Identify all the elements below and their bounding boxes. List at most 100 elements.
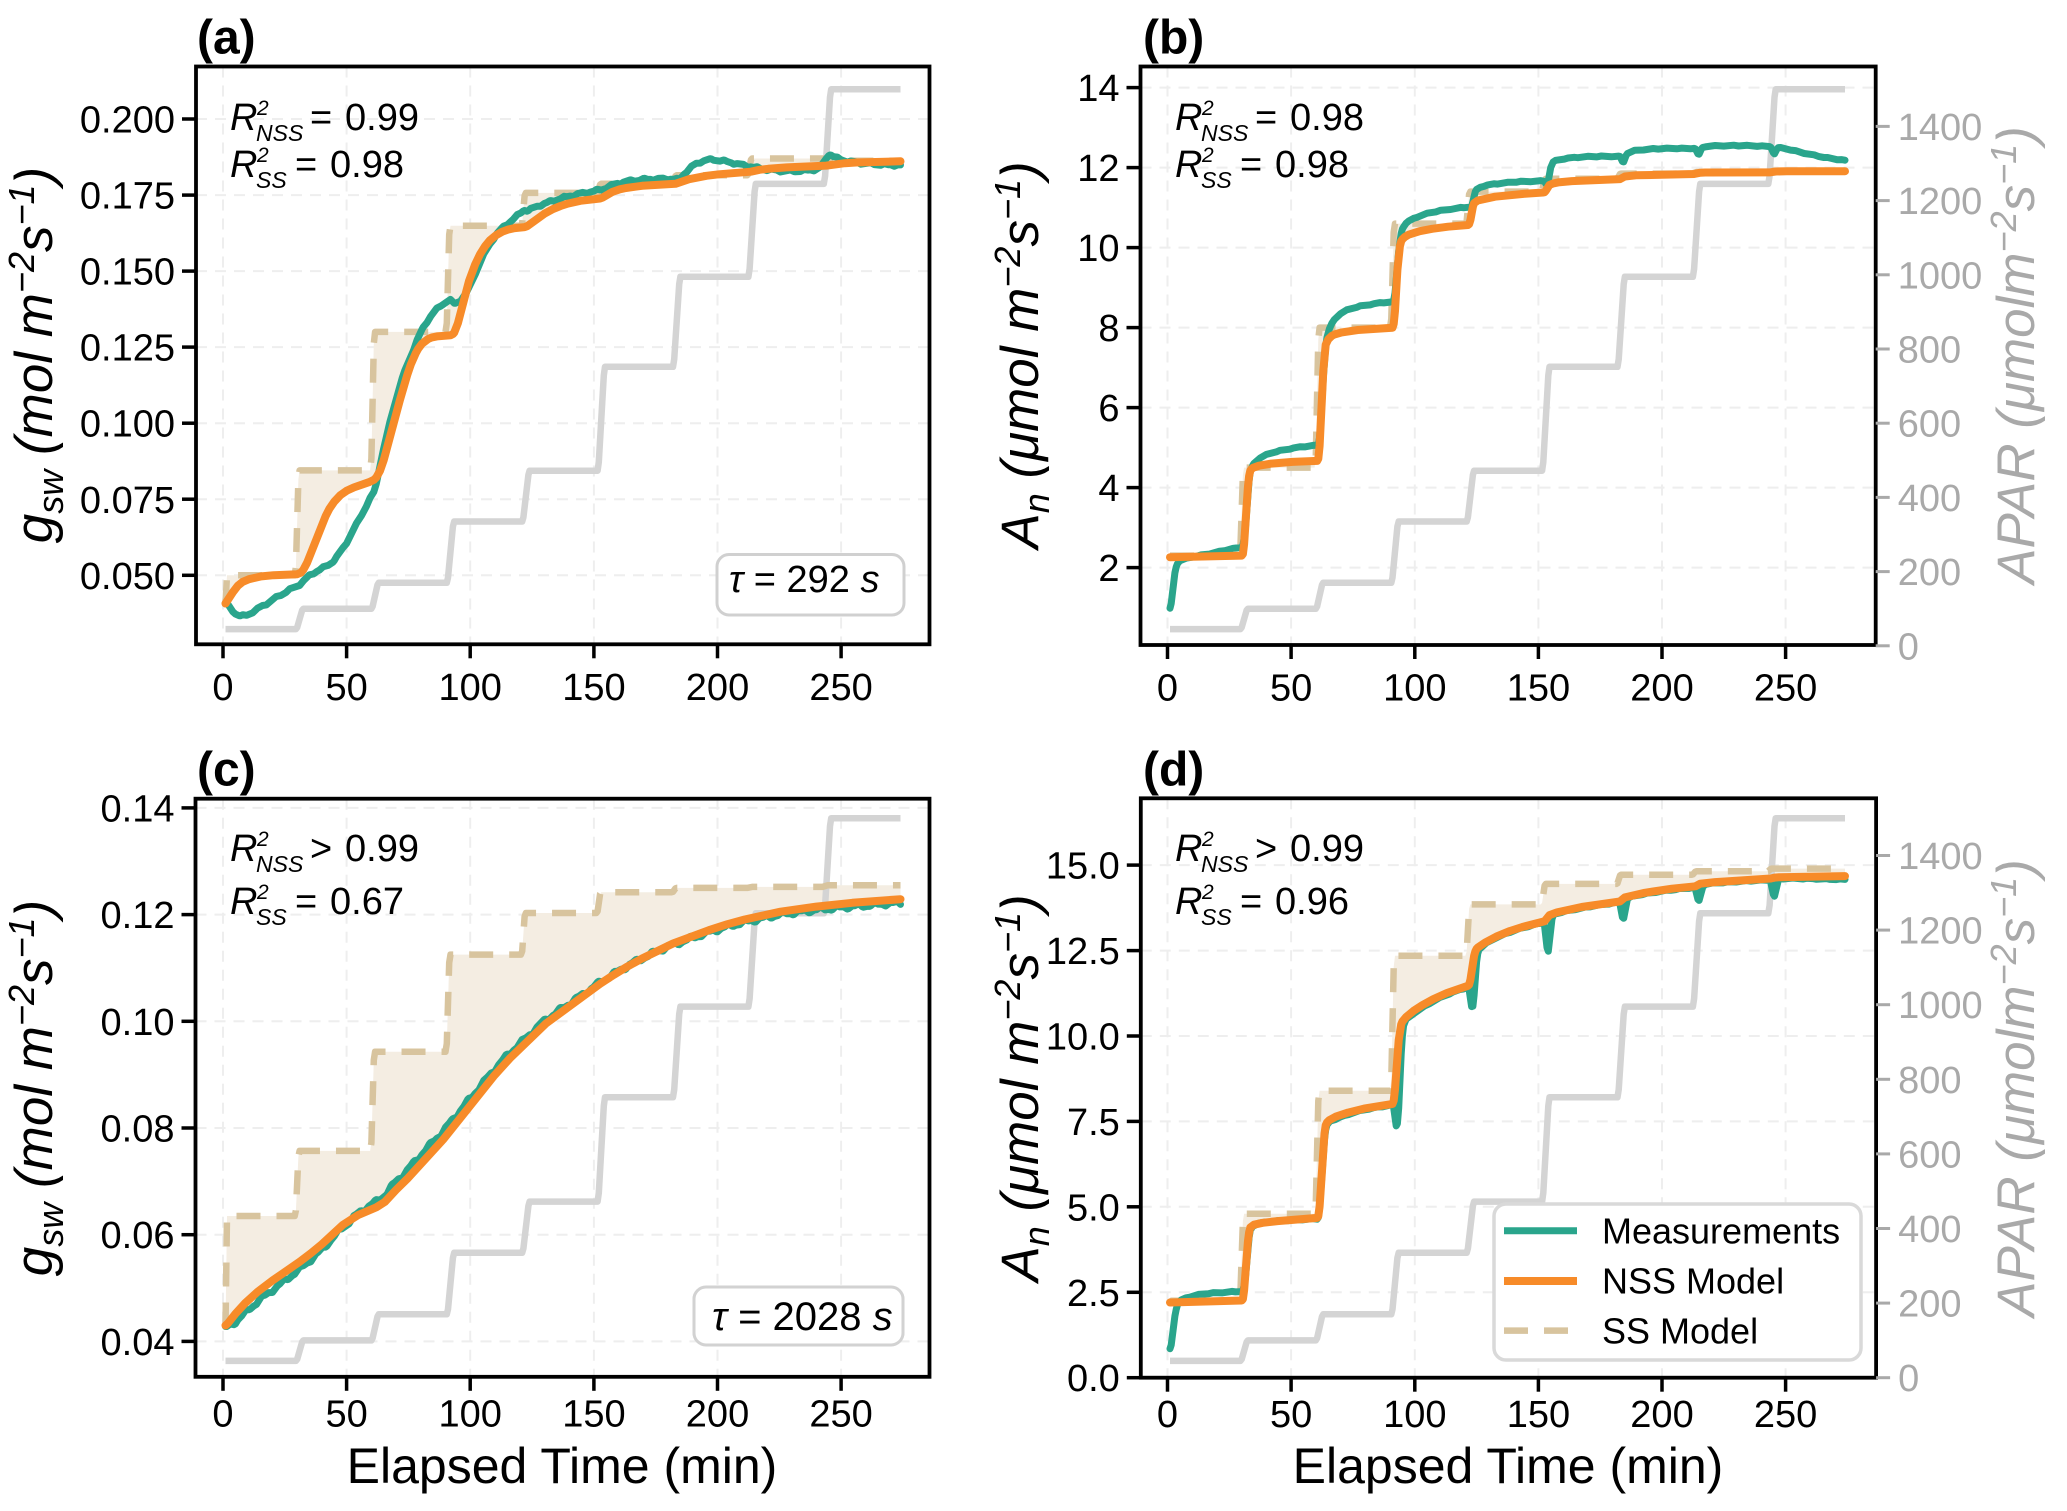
svg-text:5.0: 5.0 (1067, 1187, 1120, 1229)
svg-text:0: 0 (212, 667, 233, 709)
svg-text:0.04: 0.04 (101, 1322, 175, 1364)
svg-text:0: 0 (1157, 668, 1178, 710)
svg-text:R: R (1175, 828, 1202, 870)
svg-text:0.125: 0.125 (80, 328, 175, 370)
svg-text:200: 200 (1898, 1284, 1961, 1326)
svg-text:1200: 1200 (1898, 181, 1983, 223)
svg-text:1000: 1000 (1898, 985, 1983, 1027)
svg-text:0.10: 0.10 (101, 1002, 175, 1044)
svg-text:R: R (230, 144, 257, 186)
svg-text:SS: SS (1201, 167, 1232, 193)
svg-text:150: 150 (1507, 1394, 1570, 1436)
svg-text:0: 0 (1157, 1394, 1178, 1436)
svg-text:0.075: 0.075 (80, 480, 175, 522)
svg-text:800: 800 (1898, 330, 1961, 372)
svg-text:(b): (b) (1143, 12, 1204, 65)
svg-text:APAR (μmolm−2s−1): APAR (μmolm−2s−1) (1983, 126, 2046, 587)
svg-text:200: 200 (686, 667, 749, 709)
svg-text:100: 100 (438, 667, 501, 709)
svg-text:800: 800 (1898, 1060, 1961, 1102)
svg-text:0.98: 0.98 (330, 144, 404, 186)
svg-text:0.67: 0.67 (330, 881, 404, 923)
svg-text:2: 2 (256, 881, 269, 904)
svg-text:150: 150 (562, 667, 625, 709)
svg-text:150: 150 (562, 1393, 625, 1435)
svg-text:SS: SS (256, 167, 287, 193)
svg-text:0.14: 0.14 (101, 788, 175, 830)
svg-text:2.5: 2.5 (1067, 1273, 1120, 1315)
svg-text:=: = (295, 144, 317, 186)
svg-text:250: 250 (1754, 668, 1817, 710)
svg-text:4: 4 (1098, 468, 1119, 510)
svg-text:R: R (230, 828, 257, 870)
svg-text:400: 400 (1898, 1209, 1961, 1251)
svg-text:0.96: 0.96 (1275, 881, 1349, 923)
svg-text:100: 100 (1383, 1394, 1446, 1436)
svg-text:1200: 1200 (1898, 911, 1983, 953)
svg-text:6: 6 (1098, 388, 1119, 430)
svg-text:Elapsed Time (min): Elapsed Time (min) (1293, 1438, 1724, 1494)
svg-text:>: > (1255, 828, 1277, 870)
svg-text:An (μmol m−2s−1): An (μmol m−2s−1) (987, 894, 1057, 1284)
svg-text:0: 0 (212, 1393, 233, 1435)
svg-text:200: 200 (1630, 668, 1693, 710)
svg-text:1400: 1400 (1898, 836, 1983, 878)
svg-text:0.08: 0.08 (101, 1109, 175, 1151)
svg-text:0.100: 0.100 (80, 404, 175, 446)
svg-text:8: 8 (1098, 308, 1119, 350)
svg-text:7.5: 7.5 (1067, 1102, 1120, 1144)
svg-text:(c): (c) (197, 744, 256, 797)
svg-text:0.175: 0.175 (80, 176, 175, 218)
svg-text:2: 2 (1201, 881, 1214, 904)
svg-text:0.99: 0.99 (1290, 828, 1364, 870)
svg-text:600: 600 (1898, 1134, 1961, 1176)
svg-text:14: 14 (1077, 68, 1119, 110)
svg-text:50: 50 (1270, 1394, 1312, 1436)
svg-text:>: > (310, 828, 332, 870)
svg-text:12: 12 (1077, 148, 1119, 190)
svg-text:=: = (1255, 97, 1277, 139)
svg-text:R: R (1175, 97, 1202, 139)
svg-text:200: 200 (1898, 552, 1961, 594)
svg-text:50: 50 (1270, 668, 1312, 710)
svg-text:NSS: NSS (256, 851, 304, 877)
svg-text:200: 200 (1630, 1394, 1693, 1436)
svg-text:=: = (295, 881, 317, 923)
svg-text:600: 600 (1898, 404, 1961, 446)
svg-text:2: 2 (1201, 828, 1214, 851)
svg-text:SS: SS (256, 904, 287, 930)
svg-text:10: 10 (1077, 228, 1119, 270)
svg-text:τ = 292 s: τ = 292 s (729, 559, 879, 601)
svg-text:250: 250 (809, 667, 872, 709)
svg-text:R: R (230, 881, 257, 923)
svg-text:R: R (1175, 144, 1202, 186)
svg-text:1000: 1000 (1898, 255, 1983, 297)
svg-text:250: 250 (1754, 1394, 1817, 1436)
svg-text:100: 100 (1383, 668, 1446, 710)
svg-text:0.98: 0.98 (1290, 97, 1364, 139)
svg-text:R: R (230, 97, 257, 139)
svg-text:2: 2 (256, 97, 269, 120)
svg-text:12.5: 12.5 (1046, 931, 1120, 973)
svg-text:An (μmol m−2s−1): An (μmol m−2s−1) (987, 161, 1057, 551)
svg-text:=: = (310, 97, 332, 139)
svg-text:SS: SS (1201, 904, 1232, 930)
svg-text:0.200: 0.200 (80, 100, 175, 142)
svg-text:150: 150 (1507, 668, 1570, 710)
svg-text:50: 50 (325, 667, 367, 709)
svg-text:0.050: 0.050 (80, 556, 175, 598)
svg-text:2: 2 (256, 144, 269, 167)
svg-text:Elapsed Time (min): Elapsed Time (min) (347, 1438, 778, 1494)
svg-text:2: 2 (256, 828, 269, 851)
svg-text:(a): (a) (197, 12, 256, 65)
svg-text:Measurements: Measurements (1602, 1211, 1840, 1252)
svg-text:400: 400 (1898, 478, 1961, 520)
svg-text:0: 0 (1898, 626, 1919, 668)
svg-text:=: = (1240, 881, 1262, 923)
svg-text:NSS: NSS (1201, 120, 1249, 146)
svg-text:APAR (μmolm−2s−1): APAR (μmolm−2s−1) (1983, 859, 2046, 1320)
svg-text:1400: 1400 (1898, 107, 1983, 149)
svg-text:0.12: 0.12 (101, 895, 175, 937)
svg-text:SS Model: SS Model (1602, 1311, 1758, 1352)
svg-text:250: 250 (809, 1393, 872, 1435)
